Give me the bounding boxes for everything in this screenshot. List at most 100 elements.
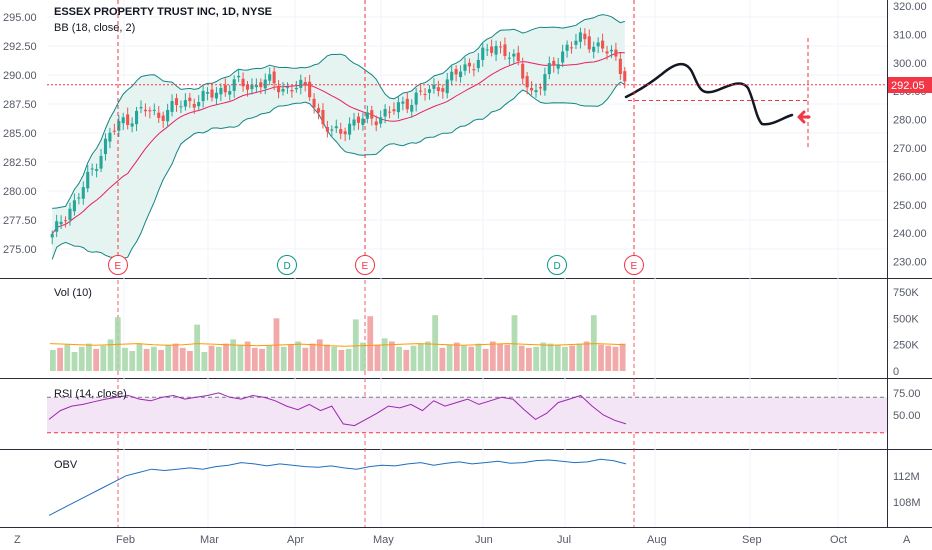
volume-bar [417,343,424,371]
candle-body [552,60,556,66]
candle-body [254,85,258,88]
obv-pane-label: OBV [54,459,78,471]
candle-body [285,87,290,89]
rsi-pane[interactable] [47,392,887,434]
volume-bar [324,344,330,371]
volume-bar [374,344,381,371]
candle-body [450,71,454,81]
volume-bar [453,342,460,371]
rsi-tick-label: 50.00 [893,410,921,422]
dividend-marker-icon [277,255,297,275]
volume-bar [338,349,345,371]
x-tick-label: Oct [830,534,847,546]
volume-bar [489,341,496,371]
candlestick-series [50,27,627,245]
volume-tick-label: 750K [893,287,919,299]
obv-tick-label: 112M [893,471,920,483]
candle-body [401,101,405,104]
volume-bar [50,349,56,371]
y-right-tick-label: 250.00 [893,200,927,212]
candle-body [583,33,587,40]
candle-body [50,233,54,238]
volume-bar [78,346,85,371]
price-pane[interactable] [47,14,887,260]
volume-bar [165,344,172,371]
volume-bar [381,338,388,371]
last-price-badge: 292.05 [888,77,932,93]
x-tick-label: Aug [647,534,667,546]
candle-body [343,131,347,135]
candle-body [374,121,378,126]
candle-body [166,109,170,122]
candle-body [490,46,494,53]
chart-title: ESSEX PROPERTY TRUST INC, 1D, NYSE [54,6,273,18]
candle-body [530,87,534,91]
y-right-tick-label: 280.00 [893,115,927,127]
volume-bar [129,350,136,371]
candle-body [86,171,90,189]
volume-pane[interactable] [49,315,626,371]
volume-tick-label: 250K [893,340,919,352]
axis-labels: 295.00 292.50 290.00 287.50 285.00 282.50 280.… [3,1,927,546]
timezone-toggle-icon[interactable]: Z [14,534,21,546]
y-left-tick-label: 285.00 [3,128,37,140]
volume-bar [251,347,258,371]
volume-bar [388,341,395,371]
volume-bar [215,346,222,371]
volume-bar [244,341,251,371]
candle-body [174,98,179,106]
volume-bar [345,348,352,371]
volume-bar [583,341,590,371]
volume-bar [576,343,583,371]
candle-body [521,63,525,79]
volume-bar [136,343,143,371]
volume-bar [619,343,626,371]
forecast-drawing[interactable] [624,63,794,126]
volume-bar [331,346,338,371]
volume-bar [468,346,475,371]
volume-bar [288,344,294,371]
volume-bar [518,345,525,371]
volume-bar [410,345,417,371]
candle-body [152,109,156,111]
volume-bar [612,346,619,371]
volume-bar [526,347,532,371]
volume-bar [533,346,540,371]
candle-body [618,58,622,75]
candle-body [587,36,591,50]
candle-body [494,45,498,55]
auto-scale-icon[interactable]: A [903,534,911,546]
candle-body [507,57,511,59]
y-left-tick-label: 290.00 [3,70,37,82]
event-marker-label: E [115,261,122,272]
x-tick-label: May [373,534,394,546]
candle-body [197,102,201,107]
candle-body [206,92,210,94]
volume-bar [143,348,150,371]
candle-body [569,47,574,49]
obv-pane[interactable] [48,458,627,516]
candle-body [316,108,321,113]
candle-body [467,62,471,67]
candle-body [601,40,605,49]
volume-bar [504,344,511,371]
candle-body [534,90,538,93]
volume-ma-line [49,343,626,347]
candle-body [223,85,227,93]
volume-bar [569,345,576,371]
y-left-tick-label: 295.00 [3,12,37,24]
candle-body [59,221,63,225]
bollinger-lower-line [51,81,626,260]
volume-bar [100,345,107,371]
volume-bar [64,344,71,371]
y-right-tick-label: 260.00 [893,171,927,183]
y-right-tick-label: 320.00 [893,1,927,13]
obv-line [48,458,627,516]
candle-body [565,44,569,51]
candle-body [192,103,196,108]
volume-bar [439,347,446,371]
candle-body [263,79,267,89]
candle-body [268,74,272,81]
